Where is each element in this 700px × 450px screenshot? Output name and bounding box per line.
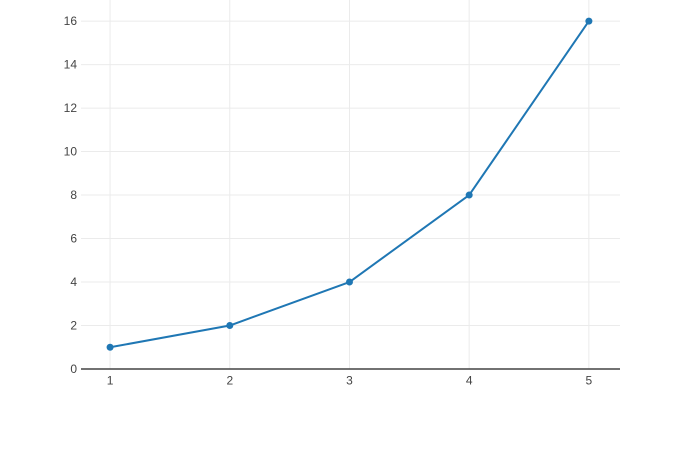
x-tick-label: 3 [346, 374, 353, 388]
y-tick-label: 2 [70, 319, 77, 333]
x-tick-label: 2 [226, 374, 233, 388]
data-point-marker [345, 278, 353, 286]
x-tick-label: 5 [586, 374, 593, 388]
y-tick-label: 6 [70, 232, 77, 246]
data-point-marker [465, 191, 473, 199]
y-tick-label: 0 [70, 362, 77, 376]
x-tick-label: 1 [107, 374, 114, 388]
x-tick-label: 4 [466, 374, 473, 388]
y-tick-label: 8 [70, 188, 77, 202]
data-point-marker [226, 322, 234, 330]
y-tick-label: 16 [64, 14, 78, 28]
y-tick-label: 10 [64, 145, 78, 159]
data-point-marker [106, 343, 114, 351]
y-tick-label: 14 [64, 58, 78, 72]
y-tick-label: 4 [70, 275, 77, 289]
y-tick-label: 12 [64, 101, 78, 115]
data-point-marker [585, 17, 593, 25]
